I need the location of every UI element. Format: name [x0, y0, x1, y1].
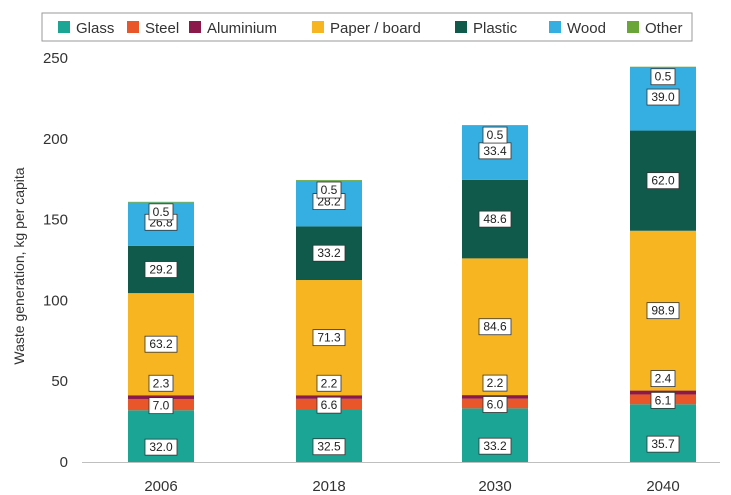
- data-label: 98.9: [651, 304, 675, 318]
- data-label: 0.5: [153, 205, 170, 219]
- y-tick-label: 100: [43, 292, 68, 309]
- data-label-box: [478, 210, 512, 228]
- data-label-box: [478, 437, 512, 455]
- data-label-box: [144, 261, 178, 278]
- data-label-box: [148, 374, 174, 392]
- legend-swatch: [312, 21, 324, 33]
- legend-box: [41, 12, 693, 42]
- data-label-box: [650, 391, 676, 409]
- data-label: 71.3: [317, 331, 341, 345]
- data-label-box: [482, 374, 508, 392]
- bar-segment: [128, 395, 194, 399]
- legend-label: Plastic: [473, 20, 518, 37]
- data-label: 6.0: [487, 398, 504, 412]
- legend-swatch: [627, 21, 639, 33]
- legend-swatch: [127, 21, 139, 33]
- bar-segment: [630, 404, 696, 462]
- data-label-box: [312, 438, 346, 456]
- legend-label: Glass: [76, 20, 114, 37]
- data-label-box: [312, 244, 346, 262]
- data-label-box: [650, 370, 676, 387]
- data-label: 2.3: [153, 376, 170, 390]
- legend-label: Wood: [567, 20, 606, 37]
- data-label-box: [144, 335, 178, 353]
- data-label-box: [312, 329, 346, 347]
- data-label-box: [646, 88, 680, 106]
- data-label: 0.5: [655, 70, 672, 84]
- data-label-box: [316, 181, 342, 199]
- data-label: 2.2: [487, 376, 504, 390]
- legend-label: Steel: [145, 20, 179, 37]
- bar-segment: [128, 201, 194, 203]
- bar-segment: [462, 125, 528, 126]
- data-label-box: [148, 397, 174, 415]
- data-label: 6.1: [655, 393, 672, 407]
- data-label-box: [144, 438, 178, 456]
- bar-segment: [296, 180, 362, 181]
- legend-swatch: [189, 21, 201, 33]
- data-label: 33.2: [317, 246, 341, 260]
- bar-segment: [630, 66, 696, 68]
- data-label-box: [482, 396, 508, 413]
- y-tick-label: 0: [60, 454, 68, 471]
- data-label-box: [646, 172, 680, 190]
- legend-swatch: [455, 21, 467, 33]
- data-label-box: [316, 374, 342, 392]
- data-label: 84.6: [483, 320, 507, 334]
- data-label: 0.5: [487, 128, 504, 142]
- y-tick-label: 50: [51, 373, 68, 390]
- data-label-box: [646, 302, 680, 320]
- data-label: 35.7: [651, 437, 675, 451]
- data-label: 63.2: [149, 337, 173, 351]
- y-tick-label: 250: [43, 50, 68, 67]
- data-label: 39.0: [651, 90, 675, 104]
- data-label-box: [148, 203, 174, 221]
- data-label: 33.4: [483, 144, 507, 158]
- data-label-box: [650, 68, 676, 86]
- data-label: 0.5: [321, 183, 338, 197]
- data-label: 32.0: [149, 440, 173, 454]
- data-label: 2.4: [655, 372, 672, 386]
- legend-label: Other: [645, 20, 683, 37]
- data-label-box: [478, 318, 512, 336]
- data-label-box: [482, 126, 508, 144]
- data-label: 32.5: [317, 440, 341, 454]
- legend-swatch: [549, 21, 561, 33]
- data-label: 29.2: [149, 263, 173, 277]
- data-label-box: [646, 435, 680, 453]
- x-tick-label: 2030: [478, 478, 511, 495]
- data-label: 6.6: [321, 398, 338, 412]
- y-tick-label: 200: [43, 131, 68, 148]
- legend-label: Paper / board: [330, 20, 421, 37]
- x-tick-label: 2040: [646, 478, 679, 495]
- data-label: 33.2: [483, 439, 507, 453]
- data-label: 2.2: [321, 376, 338, 390]
- data-label: 48.6: [483, 212, 507, 226]
- x-tick-label: 2006: [144, 478, 177, 495]
- legend-swatch: [58, 21, 70, 33]
- data-label: 62.0: [651, 174, 675, 188]
- y-axis-label: Waste generation, kg per capita: [11, 167, 27, 364]
- legend-label: Aluminium: [207, 20, 277, 37]
- x-tick-label: 2018: [312, 478, 345, 495]
- y-tick-label: 150: [43, 212, 68, 229]
- data-label: 7.0: [153, 399, 170, 413]
- data-label-box: [316, 396, 342, 414]
